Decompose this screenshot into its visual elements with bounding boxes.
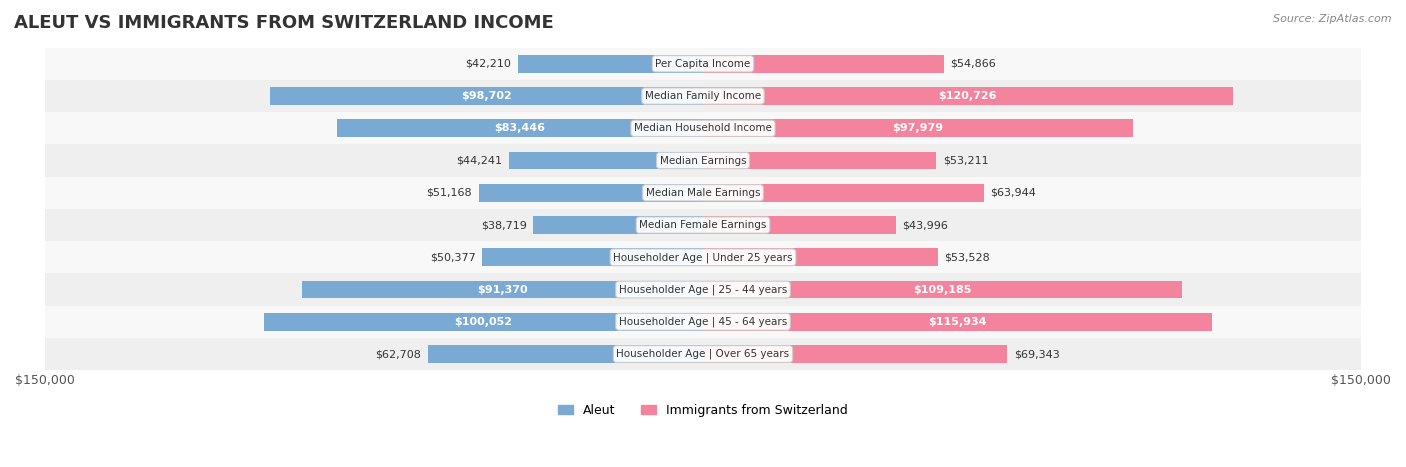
Bar bbox=[270, 87, 703, 105]
Text: $83,446: $83,446 bbox=[495, 123, 546, 133]
Text: $109,185: $109,185 bbox=[914, 284, 972, 295]
Text: $43,996: $43,996 bbox=[903, 220, 949, 230]
Text: $97,979: $97,979 bbox=[893, 123, 943, 133]
Bar bbox=[703, 248, 938, 266]
Text: Median Female Earnings: Median Female Earnings bbox=[640, 220, 766, 230]
Text: $115,934: $115,934 bbox=[928, 317, 987, 327]
Bar bbox=[264, 313, 703, 331]
Text: $54,866: $54,866 bbox=[950, 59, 995, 69]
Text: Source: ZipAtlas.com: Source: ZipAtlas.com bbox=[1274, 14, 1392, 24]
Bar bbox=[703, 120, 1133, 137]
Bar bbox=[45, 338, 1361, 370]
Bar bbox=[337, 120, 703, 137]
Text: ALEUT VS IMMIGRANTS FROM SWITZERLAND INCOME: ALEUT VS IMMIGRANTS FROM SWITZERLAND INC… bbox=[14, 14, 554, 32]
Text: $91,370: $91,370 bbox=[477, 284, 527, 295]
Bar bbox=[45, 241, 1361, 274]
Bar bbox=[478, 184, 703, 202]
Text: Median Household Income: Median Household Income bbox=[634, 123, 772, 133]
Bar bbox=[703, 184, 984, 202]
Bar bbox=[45, 48, 1361, 80]
Text: Householder Age | 45 - 64 years: Householder Age | 45 - 64 years bbox=[619, 317, 787, 327]
Text: $100,052: $100,052 bbox=[454, 317, 513, 327]
Bar bbox=[45, 144, 1361, 177]
Text: Median Earnings: Median Earnings bbox=[659, 156, 747, 166]
Text: $98,702: $98,702 bbox=[461, 91, 512, 101]
Bar bbox=[482, 248, 703, 266]
Bar bbox=[45, 112, 1361, 144]
Bar bbox=[703, 216, 896, 234]
Bar bbox=[427, 345, 703, 363]
Bar bbox=[703, 55, 943, 73]
Text: $120,726: $120,726 bbox=[939, 91, 997, 101]
Bar bbox=[45, 274, 1361, 306]
Text: $42,210: $42,210 bbox=[465, 59, 512, 69]
Bar bbox=[533, 216, 703, 234]
Text: Householder Age | 25 - 44 years: Householder Age | 25 - 44 years bbox=[619, 284, 787, 295]
Text: $38,719: $38,719 bbox=[481, 220, 527, 230]
Text: $63,944: $63,944 bbox=[990, 188, 1036, 198]
Text: Median Male Earnings: Median Male Earnings bbox=[645, 188, 761, 198]
Text: $69,343: $69,343 bbox=[1014, 349, 1060, 359]
Text: $44,241: $44,241 bbox=[457, 156, 502, 166]
Bar bbox=[45, 80, 1361, 112]
Bar bbox=[45, 177, 1361, 209]
Text: $50,377: $50,377 bbox=[430, 252, 475, 262]
Text: Per Capita Income: Per Capita Income bbox=[655, 59, 751, 69]
Bar bbox=[703, 345, 1007, 363]
Bar bbox=[703, 313, 1212, 331]
Bar bbox=[509, 152, 703, 170]
Bar bbox=[703, 281, 1182, 298]
Text: $53,528: $53,528 bbox=[945, 252, 990, 262]
Bar bbox=[703, 152, 936, 170]
Bar bbox=[703, 87, 1233, 105]
Text: Householder Age | Under 25 years: Householder Age | Under 25 years bbox=[613, 252, 793, 262]
Bar bbox=[45, 209, 1361, 241]
Text: Householder Age | Over 65 years: Householder Age | Over 65 years bbox=[616, 349, 790, 359]
Text: Median Family Income: Median Family Income bbox=[645, 91, 761, 101]
Bar bbox=[517, 55, 703, 73]
Bar bbox=[302, 281, 703, 298]
Text: $53,211: $53,211 bbox=[943, 156, 988, 166]
Legend: Aleut, Immigrants from Switzerland: Aleut, Immigrants from Switzerland bbox=[554, 399, 852, 422]
Bar bbox=[45, 306, 1361, 338]
Text: $51,168: $51,168 bbox=[426, 188, 472, 198]
Text: $62,708: $62,708 bbox=[375, 349, 422, 359]
